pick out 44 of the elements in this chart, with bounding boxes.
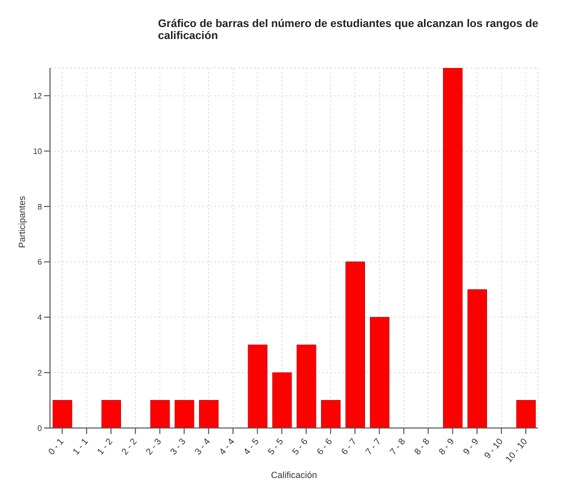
x-tick-label: 1 - 2: [95, 436, 114, 457]
y-tick-label: 2: [38, 368, 43, 378]
bar: [150, 400, 170, 428]
x-tick-label: 5 - 5: [266, 436, 286, 457]
y-axis-title: Participantes: [17, 195, 28, 248]
y-tick-label: 0: [38, 424, 43, 433]
bar: [101, 400, 121, 428]
chart-title: Gráfico de barras del número de estudiantes que alcanzan los rangos de calificación: [158, 18, 540, 42]
y-tick-label: 10: [33, 146, 43, 156]
bar: [321, 400, 341, 428]
x-axis-title: Calificación: [270, 470, 318, 480]
x-tick-label: 7 - 7: [364, 436, 383, 457]
bar: [248, 344, 268, 428]
bar: [345, 262, 365, 428]
bar: [516, 400, 536, 428]
bar: [443, 68, 463, 428]
x-tick-label: 8 - 9: [436, 436, 456, 457]
x-tick-label: 4 - 5: [242, 436, 261, 457]
x-tick-label: 7 - 8: [388, 436, 408, 457]
x-tick-label: 5 - 6: [290, 436, 310, 457]
x-tick-label: 0 - 1: [46, 436, 66, 457]
bar: [174, 400, 194, 428]
x-tick-label: 6 - 7: [339, 436, 358, 457]
x-tick-label: 2 - 3: [144, 436, 164, 457]
x-tick-label: 2 - 2: [120, 436, 139, 457]
x-tick-label: 8 - 8: [412, 436, 432, 457]
x-tick-label: 3 - 4: [192, 436, 212, 457]
y-tick-label: 4: [38, 313, 43, 322]
bar: [370, 316, 390, 428]
bar: [296, 344, 316, 428]
bar: [467, 289, 487, 428]
bar: [272, 372, 292, 428]
x-tick-label: 9 - 10: [482, 436, 505, 460]
x-tick-label: 1 - 1: [70, 436, 90, 457]
bar: [52, 400, 72, 428]
x-tick-label: 4 - 4: [217, 436, 236, 457]
x-tick-label: 3 - 3: [168, 436, 188, 457]
y-tick-label: 12: [33, 92, 43, 101]
x-tick-label: 10 - 10: [503, 436, 530, 464]
x-tick-label: 6 - 6: [314, 436, 334, 457]
bar: [199, 400, 219, 428]
y-tick-label: 6: [38, 258, 43, 267]
y-tick-label: 8: [38, 202, 43, 212]
x-tick-label: 9 - 9: [461, 436, 480, 457]
